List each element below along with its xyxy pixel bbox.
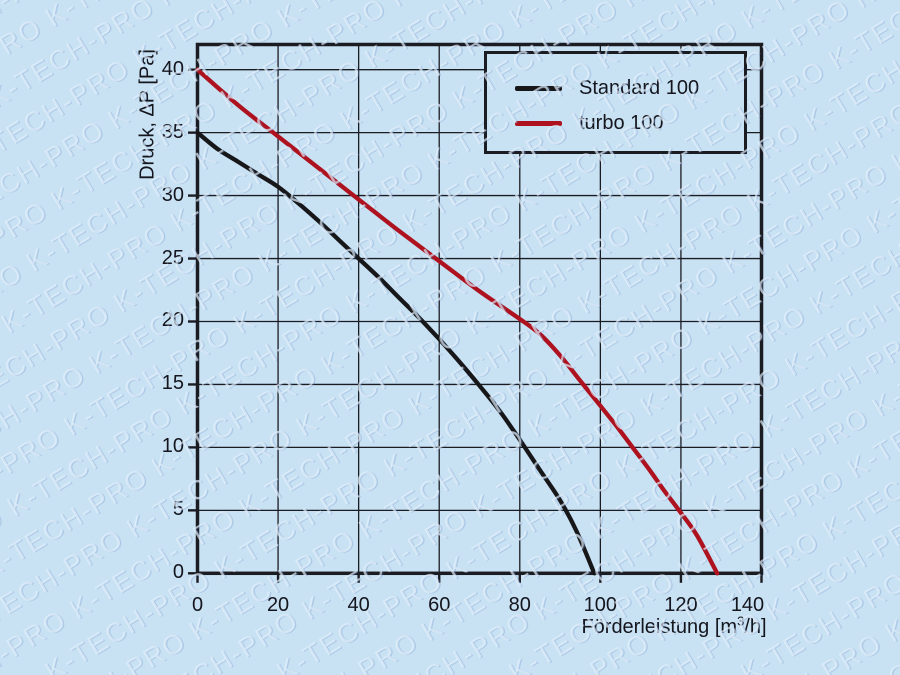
plot-border <box>195 42 764 576</box>
series-line-standard-100 <box>195 130 597 576</box>
series-line-turbo-100 <box>195 67 720 576</box>
